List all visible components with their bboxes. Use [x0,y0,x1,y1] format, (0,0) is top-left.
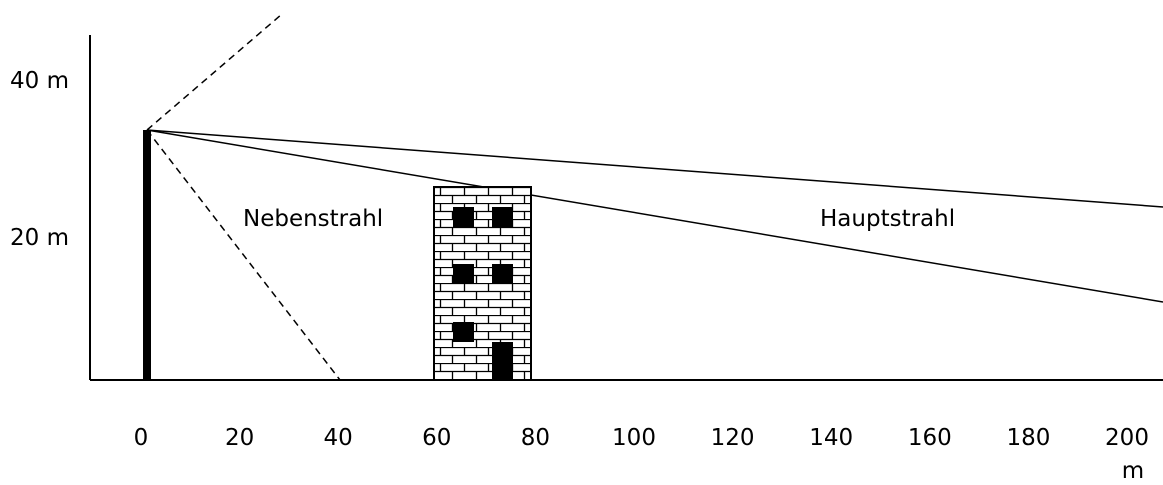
page: 40 m 20 m Nebenstrahl Hauptstrahl m 0 20 4… [0,0,1163,481]
x-label: 160 [908,425,952,451]
main-beam-upper [147,130,1163,207]
x-label: 120 [711,425,755,451]
upper-side-lobe [147,14,282,130]
x-label: 100 [612,425,656,451]
beam-label: Nebenstrahl [243,206,383,232]
building [434,187,531,380]
x-unit: m [1122,458,1144,481]
x-label: 200 [1105,425,1149,451]
x-label: 140 [809,425,853,451]
y-label: 20 m [10,225,69,251]
diagram: 40 m 20 m Nebenstrahl Hauptstrahl m 0 20 4… [0,0,1163,481]
x-label: 20 [225,425,254,451]
x-label: 60 [422,425,451,451]
x-label: 80 [521,425,550,451]
x-label: 40 [324,425,353,451]
beam-label: Hauptstrahl [820,206,955,232]
radar-tower [143,130,151,380]
x-label: 180 [1006,425,1050,451]
y-label: 40 m [10,68,69,94]
lower-side-lobe [147,130,340,380]
x-label: 0 [134,425,149,451]
